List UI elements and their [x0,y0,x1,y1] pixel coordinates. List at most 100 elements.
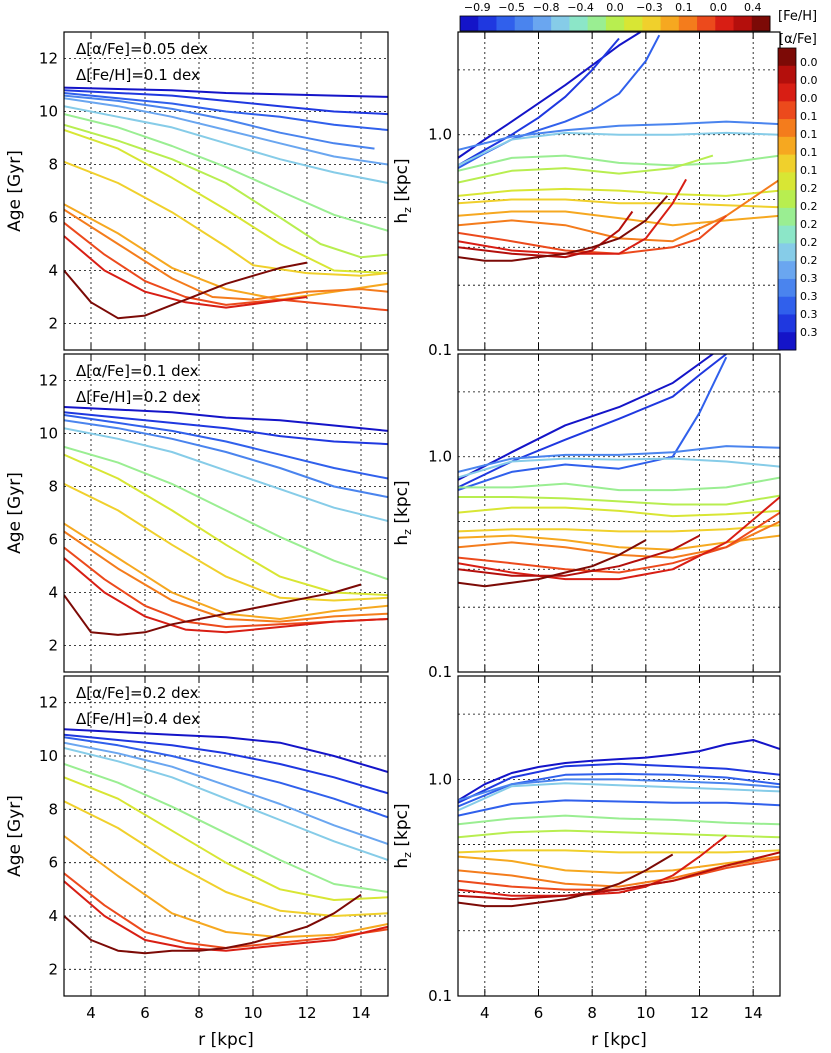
feh-tick-label: −0.9 [464,1,491,14]
series-line-4 [64,97,388,166]
y-tick-label: 1.0 [428,770,452,788]
afe-tick-label: 0.1 [800,146,818,159]
series-line-5 [458,154,780,172]
series-line-9 [458,855,780,874]
series-line-8 [64,129,388,275]
hz-axis-label: hz [kpc] [392,158,414,223]
series-line-0 [64,406,388,432]
panel-annotation: Δ[Fe/H]=0.4 dex [76,710,200,728]
feh-colorbar-cell [733,16,753,31]
series-line-14 [458,853,674,908]
series-line-13 [458,851,780,901]
afe-colorbar-cell [778,296,796,315]
ticks [484,676,754,996]
ticks [90,676,362,996]
y-tick-label: 0.1 [428,987,452,1005]
afe-colorbar-cell [778,278,796,298]
series-line-4 [458,131,780,167]
afe-colorbar-cell [778,65,796,85]
series-line-9 [458,210,780,227]
afe-colorbar-frame [777,47,797,351]
afe-colorbar-cell [778,332,796,351]
grid [64,676,388,996]
y-tick-label: 0.1 [428,663,452,681]
series-line-0 [458,354,714,481]
panel-frame [457,675,781,997]
feh-colorbar-cell [605,16,625,31]
panel-age-middle: 2 4 6 8 10 12 Δ[α/Fe]=0.1 dex Δ[Fe/H]=0.2 dex Ag… [5,353,389,673]
feh-colorbar-cell [532,16,552,31]
series-line-11 [64,893,362,955]
afe-colorbar-cell [778,172,796,191]
series-line-12 [458,496,780,581]
series-line-3 [64,419,388,499]
series-line-10 [64,203,388,301]
panel-annotation: Δ[Fe/H]=0.2 dex [76,388,200,406]
y-tick-label: 4 [48,584,58,602]
series-line-12 [458,178,687,255]
y-tick-label: 8 [48,478,58,496]
feh-colorbar-label: [Fe/H] [778,9,817,24]
series-group [64,86,388,320]
x-tick-label: 4 [86,1004,96,1022]
panel-frame [63,675,389,997]
series-line-7 [64,800,388,917]
afe-colorbar-cell [778,261,796,280]
series-line-7 [64,123,388,259]
afe-colorbar-cell [778,225,796,244]
series-line-10 [64,546,388,628]
feh-colorbar-cell [642,16,662,31]
series-line-0 [458,739,780,802]
panel-annotation: Δ[α/Fe]=0.1 dex [76,362,199,380]
hz-axis-label-sub: z [401,852,414,858]
series-line-11 [64,208,388,301]
feh-colorbar-cell [551,16,570,31]
feh-tick-label: 0.1 [675,1,693,14]
hz-axis-label-main: h [392,535,412,546]
series-line-8 [64,835,388,939]
feh-tick-label: −0.8 [533,1,560,14]
series-line-5 [64,445,388,581]
series-line-6 [458,814,780,826]
series-line-4 [458,457,780,479]
afe-tick-label: 0.0 [800,56,818,69]
feh-tick-label: −0.5 [498,1,525,14]
series-line-8 [64,522,388,620]
x-tick-label: 6 [140,1004,150,1022]
afe-tick-label: 0.1 [800,110,818,123]
x-tick-label: 4 [480,1004,490,1022]
age-axis-label: Age [Gyr] [5,795,25,877]
series-line-2 [458,356,728,492]
series-line-9 [64,872,388,949]
hz-axis-label-sub: z [401,207,414,213]
y-tick-label: 2 [48,637,58,655]
x-tick-label: 8 [194,1004,204,1022]
afe-tick-label: 0.2 [800,254,818,267]
afe-colorbar-cell [778,136,796,156]
series-line-12 [64,222,388,312]
series-group [64,406,388,636]
series-line-11 [458,511,780,574]
series-group [458,739,780,908]
series-line-3 [64,94,375,150]
series-line-4 [458,782,780,812]
series-line-2 [64,414,388,480]
series-line-8 [458,198,780,209]
x-tick-label: 10 [636,1004,655,1022]
series-line-11 [64,557,388,634]
afe-colorbar-cell [778,119,796,138]
hz-axis-label-unit: [kpc] [392,803,412,852]
panel-hz-top: 0.1 1.0 hz [kpc] [392,31,781,359]
feh-tick-label: −0.4 [567,1,594,14]
y-tick-label: 6 [48,209,58,227]
ticks [484,354,754,672]
series-line-10 [458,178,780,243]
feh-colorbar-cell [569,16,589,31]
y-tick-label: 12 [39,372,58,390]
y-tick-label: 0.1 [428,341,452,359]
afe-tick-label: 0.3 [800,290,818,303]
series-line-0 [64,86,388,98]
series-line-12 [64,583,362,636]
series-line-0 [458,32,642,159]
feh-colorbar-cell [478,16,497,31]
